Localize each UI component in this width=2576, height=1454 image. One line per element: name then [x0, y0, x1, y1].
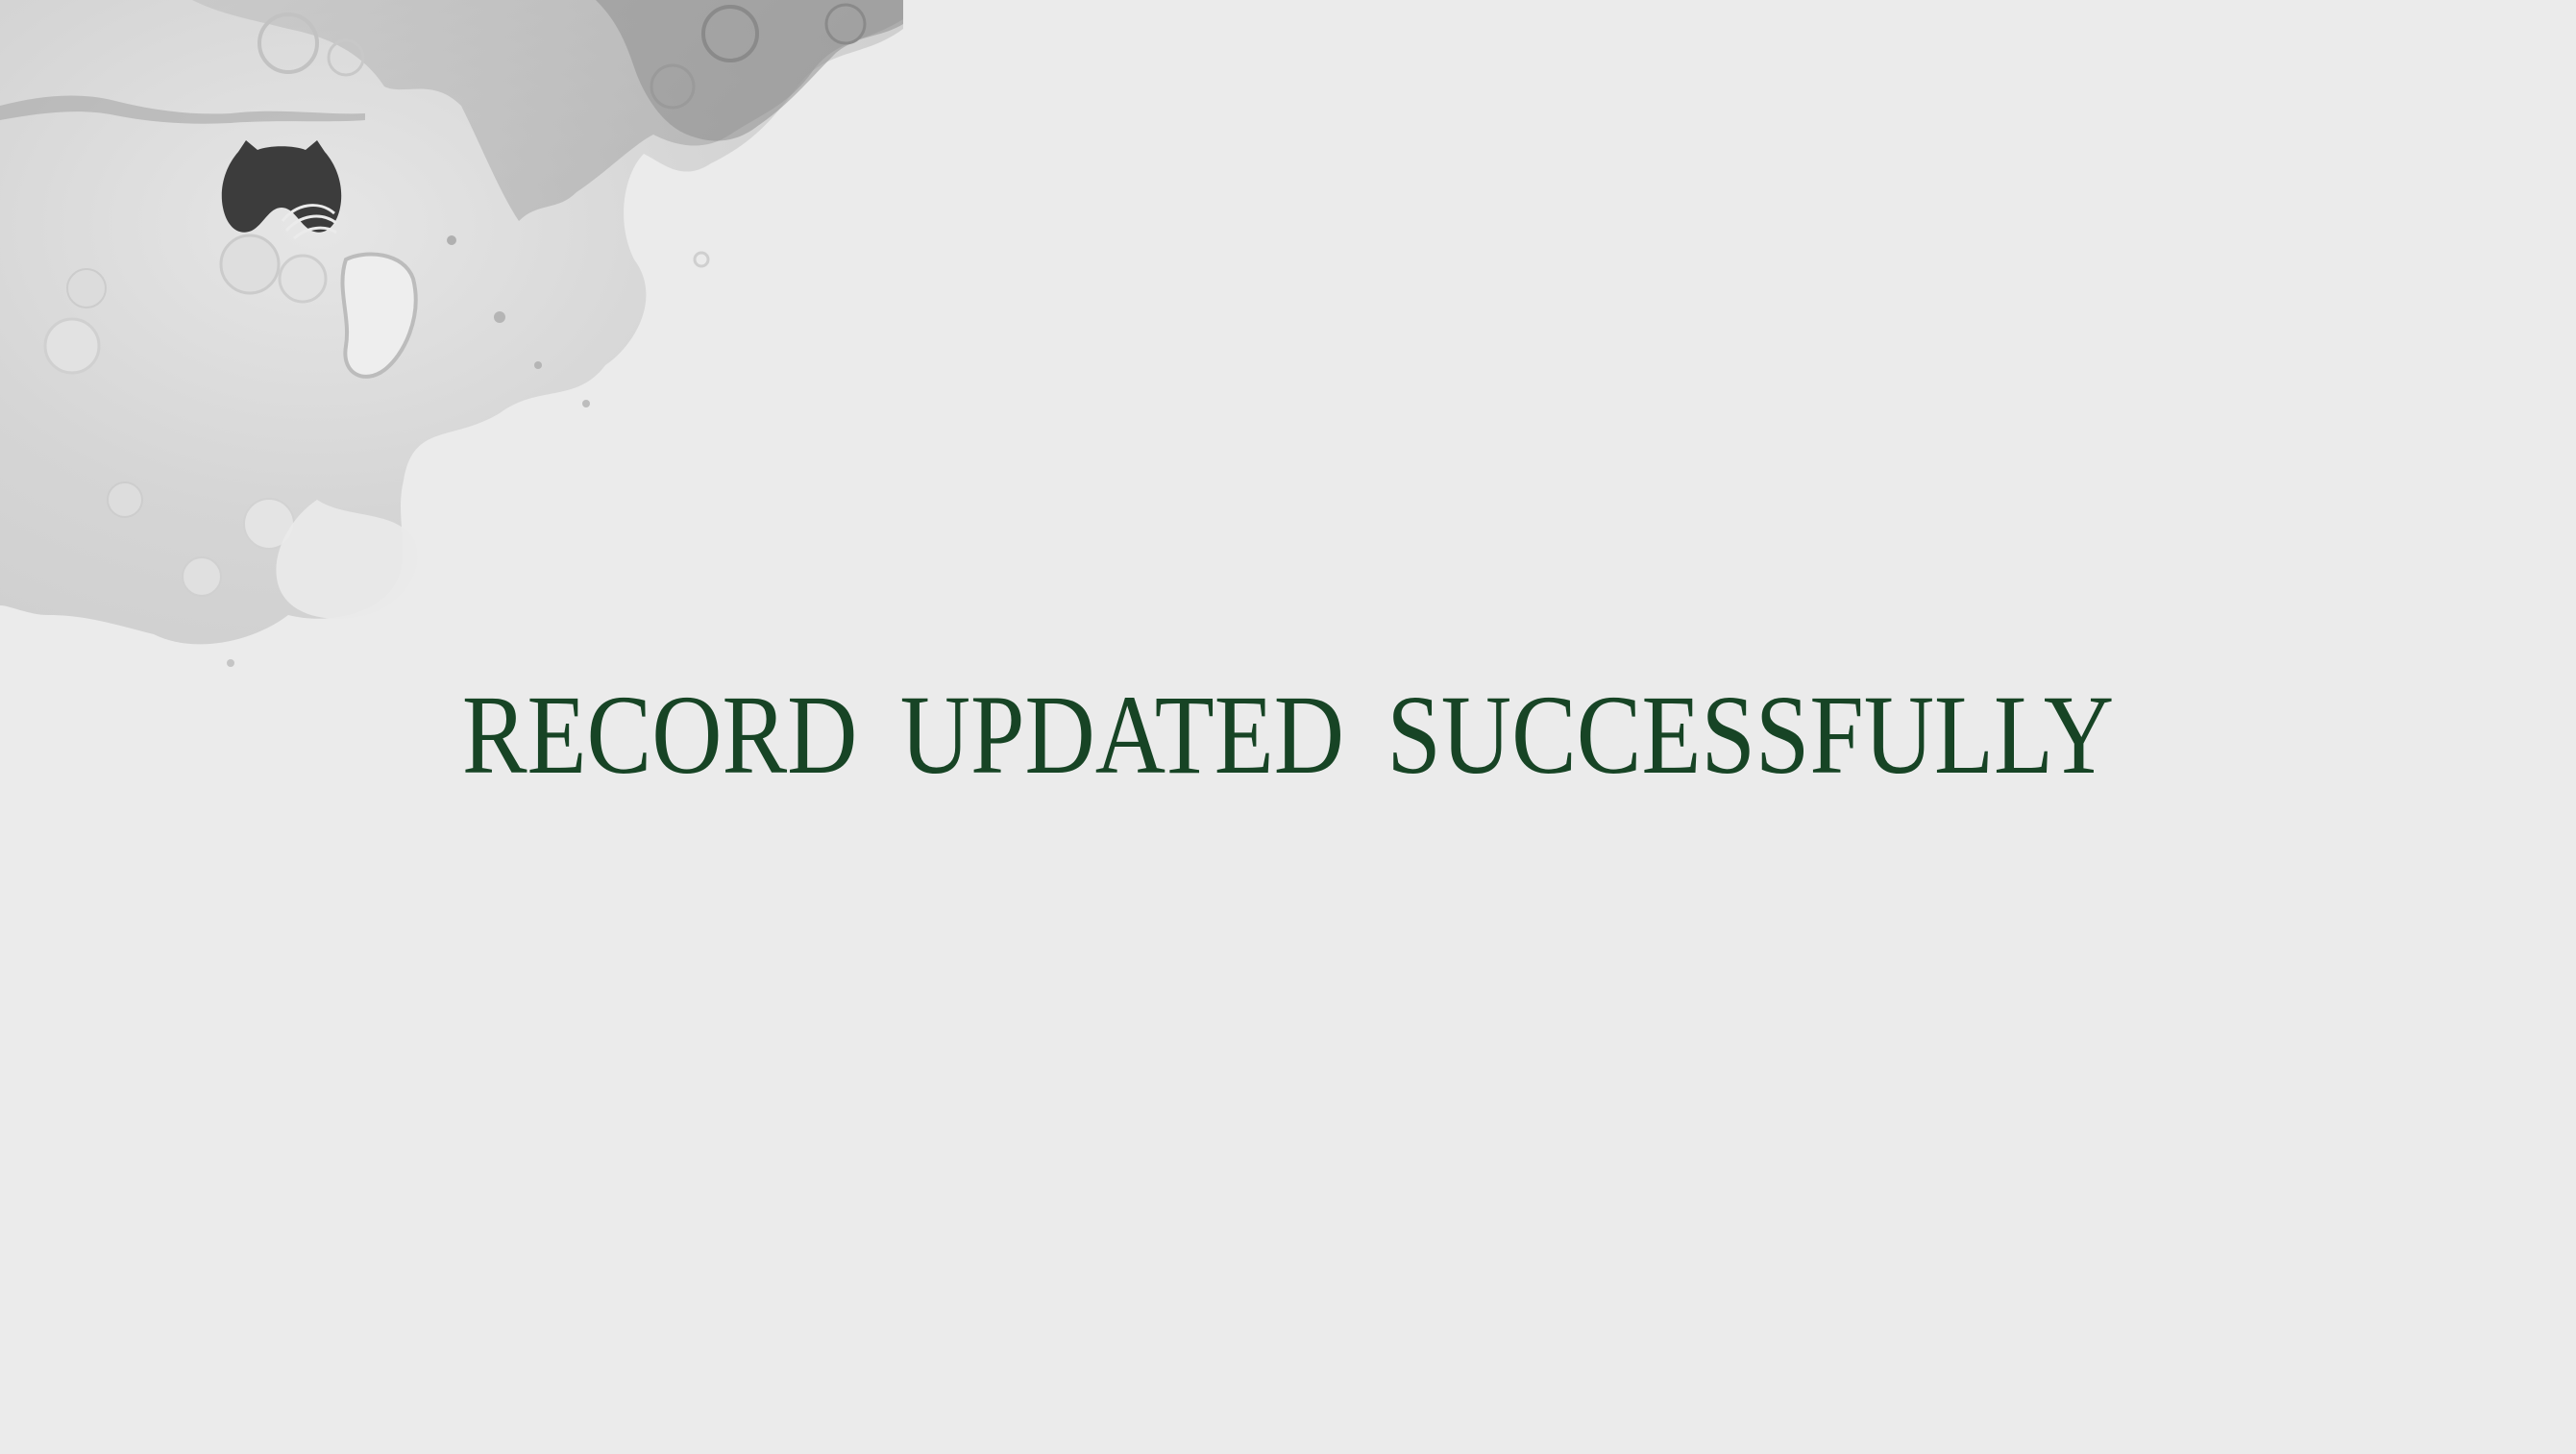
cat-ears-wave-logo-icon: [221, 140, 342, 240]
ink-wash-decoration: [0, 0, 903, 667]
success-message: RECORD UPDATED SUCCESSFULLY: [461, 672, 2115, 798]
